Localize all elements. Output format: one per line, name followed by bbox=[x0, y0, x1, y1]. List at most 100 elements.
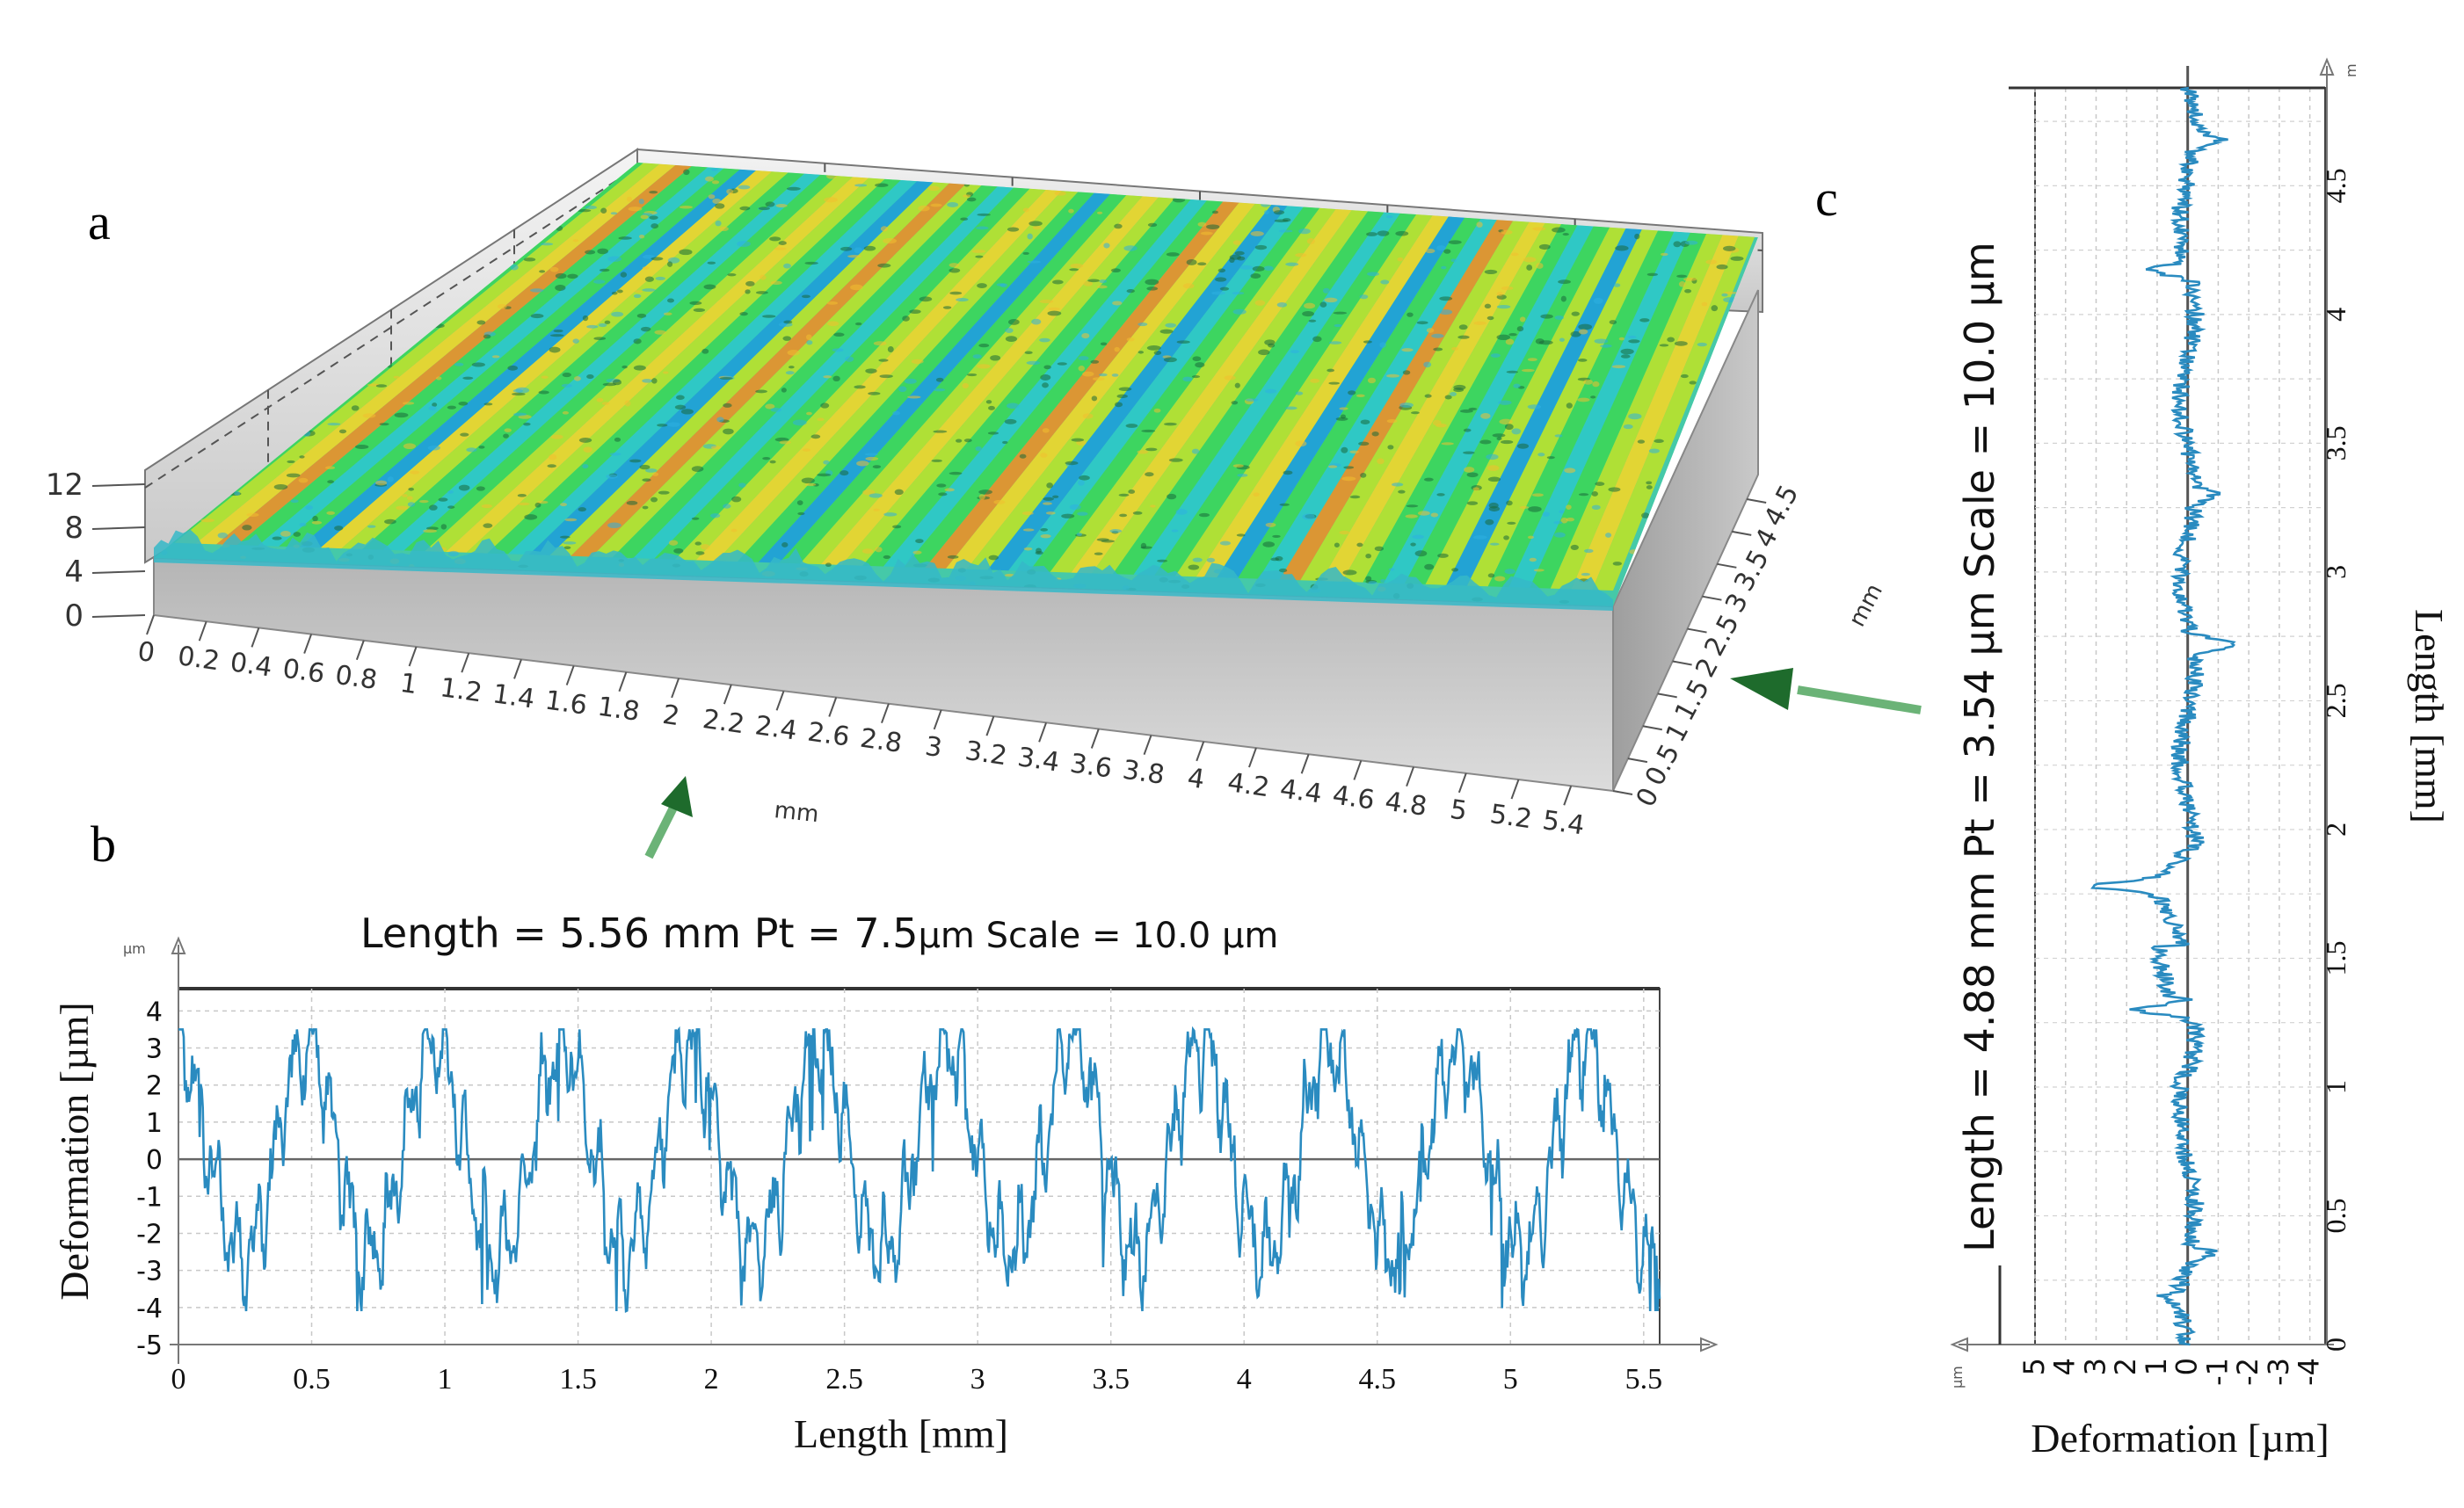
surface-speckle bbox=[762, 315, 776, 318]
surface-speckle bbox=[1022, 207, 1029, 213]
surface-speckle bbox=[947, 202, 959, 207]
surface-speckle bbox=[1341, 476, 1356, 482]
surface-speckle bbox=[1278, 229, 1293, 233]
surface-speckle bbox=[651, 378, 658, 384]
surface-speckle bbox=[1290, 350, 1300, 354]
profile-b-x-tick-label: 4 bbox=[1237, 1363, 1252, 1396]
surface-speckle bbox=[1646, 485, 1653, 489]
surface-speckle bbox=[655, 276, 665, 281]
surface-speckle bbox=[1157, 559, 1168, 562]
surface-speckle bbox=[1367, 272, 1379, 277]
surface-speckle bbox=[1147, 222, 1158, 228]
surface-speckle bbox=[1401, 348, 1414, 352]
surface-speckle bbox=[1068, 208, 1074, 214]
surface-x-tick-label: 1.8 bbox=[596, 692, 642, 728]
profile-b-x-tick-label: 4.5 bbox=[1359, 1363, 1397, 1396]
surface-speckle bbox=[760, 274, 767, 280]
surface-speckle bbox=[402, 402, 415, 405]
surface-speckle bbox=[1306, 238, 1315, 244]
surface-speckle bbox=[1087, 279, 1100, 283]
surface-speckle bbox=[435, 376, 442, 381]
surface-speckle bbox=[1004, 418, 1017, 424]
surface-speckle bbox=[1328, 341, 1342, 344]
surface-speckle bbox=[338, 429, 347, 434]
surface-x-tick bbox=[985, 715, 995, 736]
surface-speckle bbox=[856, 460, 869, 467]
surface-speckle bbox=[1206, 224, 1220, 229]
surface-speckle bbox=[1198, 512, 1210, 518]
surface-speckle bbox=[863, 245, 876, 251]
surface-speckle bbox=[1414, 550, 1428, 557]
surface-speckle bbox=[1153, 351, 1162, 355]
surface-speckle bbox=[689, 301, 702, 306]
surface-speckle bbox=[555, 285, 566, 291]
surface-speckle bbox=[1023, 547, 1033, 551]
surface-z-tick bbox=[91, 526, 146, 530]
surface-speckle bbox=[1042, 502, 1052, 505]
surface-speckle bbox=[942, 306, 952, 309]
surface-ridge-stripe bbox=[841, 189, 1182, 566]
surface-speckle bbox=[1146, 286, 1159, 291]
surface-speckle bbox=[1410, 542, 1416, 547]
surface-speckle bbox=[287, 460, 295, 464]
surface-speckle bbox=[438, 497, 448, 502]
surface-speckle bbox=[710, 168, 718, 171]
surface-speckle bbox=[403, 443, 417, 450]
surface-ridge-stripe bbox=[1592, 227, 1758, 591]
surface-speckle bbox=[840, 246, 853, 251]
surface-ridge-stripe bbox=[779, 185, 1134, 564]
surface-speckle bbox=[410, 470, 420, 475]
surface-speckle bbox=[651, 223, 658, 229]
surface-speckle bbox=[1039, 337, 1050, 343]
surface-speckle bbox=[523, 422, 531, 426]
surface-speckle bbox=[977, 283, 987, 288]
surface-speckle bbox=[1302, 513, 1315, 520]
surface-speckle bbox=[593, 279, 606, 284]
surface-y-tick bbox=[1687, 627, 1707, 634]
surface-x-tick bbox=[1510, 779, 1520, 800]
surface-ridge-stripe bbox=[1279, 211, 1518, 581]
surface-speckle bbox=[483, 334, 491, 339]
profile-b-x-tick-label: 2.5 bbox=[825, 1363, 863, 1396]
surface-speckle bbox=[770, 280, 782, 285]
surface-speckle bbox=[1043, 497, 1054, 501]
surface-speckle bbox=[616, 289, 623, 294]
surface-x-tick bbox=[671, 678, 680, 699]
surface-speckle bbox=[1076, 533, 1082, 537]
surface-speckle bbox=[778, 241, 787, 246]
surface-x-tick-label: 1.6 bbox=[543, 685, 589, 721]
surface-x-tick-label: 0.2 bbox=[176, 641, 222, 677]
surface-speckle bbox=[1069, 268, 1079, 272]
surface-speckle bbox=[1505, 338, 1515, 345]
surface-x-tick-label: 1.4 bbox=[491, 678, 536, 714]
surface-speckle bbox=[703, 284, 716, 290]
surface-speckle bbox=[1083, 280, 1094, 286]
surface-speckle bbox=[938, 492, 948, 497]
surface-x-tick bbox=[618, 671, 628, 692]
surface-speckle bbox=[710, 513, 721, 518]
surface-speckle bbox=[1605, 533, 1612, 538]
surface-ridge-stripe bbox=[904, 192, 1230, 569]
surface-x-tick-label: 1.2 bbox=[439, 672, 484, 708]
surface-speckle bbox=[1308, 319, 1317, 323]
profile-b-y-ticks: 4 3 2 1 0 -1 -2 -3 -4 -5 bbox=[136, 997, 163, 1361]
surface-speckle bbox=[1577, 359, 1588, 362]
surface-speckle bbox=[1339, 407, 1348, 410]
surface-speckle bbox=[408, 487, 414, 491]
surface-speckle bbox=[510, 264, 519, 271]
surface-speckle bbox=[833, 332, 845, 337]
surface-speckle bbox=[898, 386, 907, 393]
surface-x-tick-label: 1 bbox=[398, 668, 419, 700]
surface-speckle bbox=[1019, 453, 1027, 459]
surface-speckle bbox=[1634, 233, 1640, 240]
surface-speckle bbox=[1528, 506, 1542, 512]
surface-speckle bbox=[1125, 424, 1138, 428]
surface-ridge-stripe bbox=[1112, 202, 1391, 575]
surface-speckle bbox=[1340, 414, 1346, 419]
surface-speckle bbox=[1239, 265, 1254, 270]
surface-speckle bbox=[806, 411, 812, 416]
surface-speckle bbox=[585, 205, 597, 210]
surface-speckle bbox=[1667, 337, 1675, 343]
surface-speckle bbox=[311, 520, 323, 525]
surface-speckle bbox=[572, 239, 579, 243]
